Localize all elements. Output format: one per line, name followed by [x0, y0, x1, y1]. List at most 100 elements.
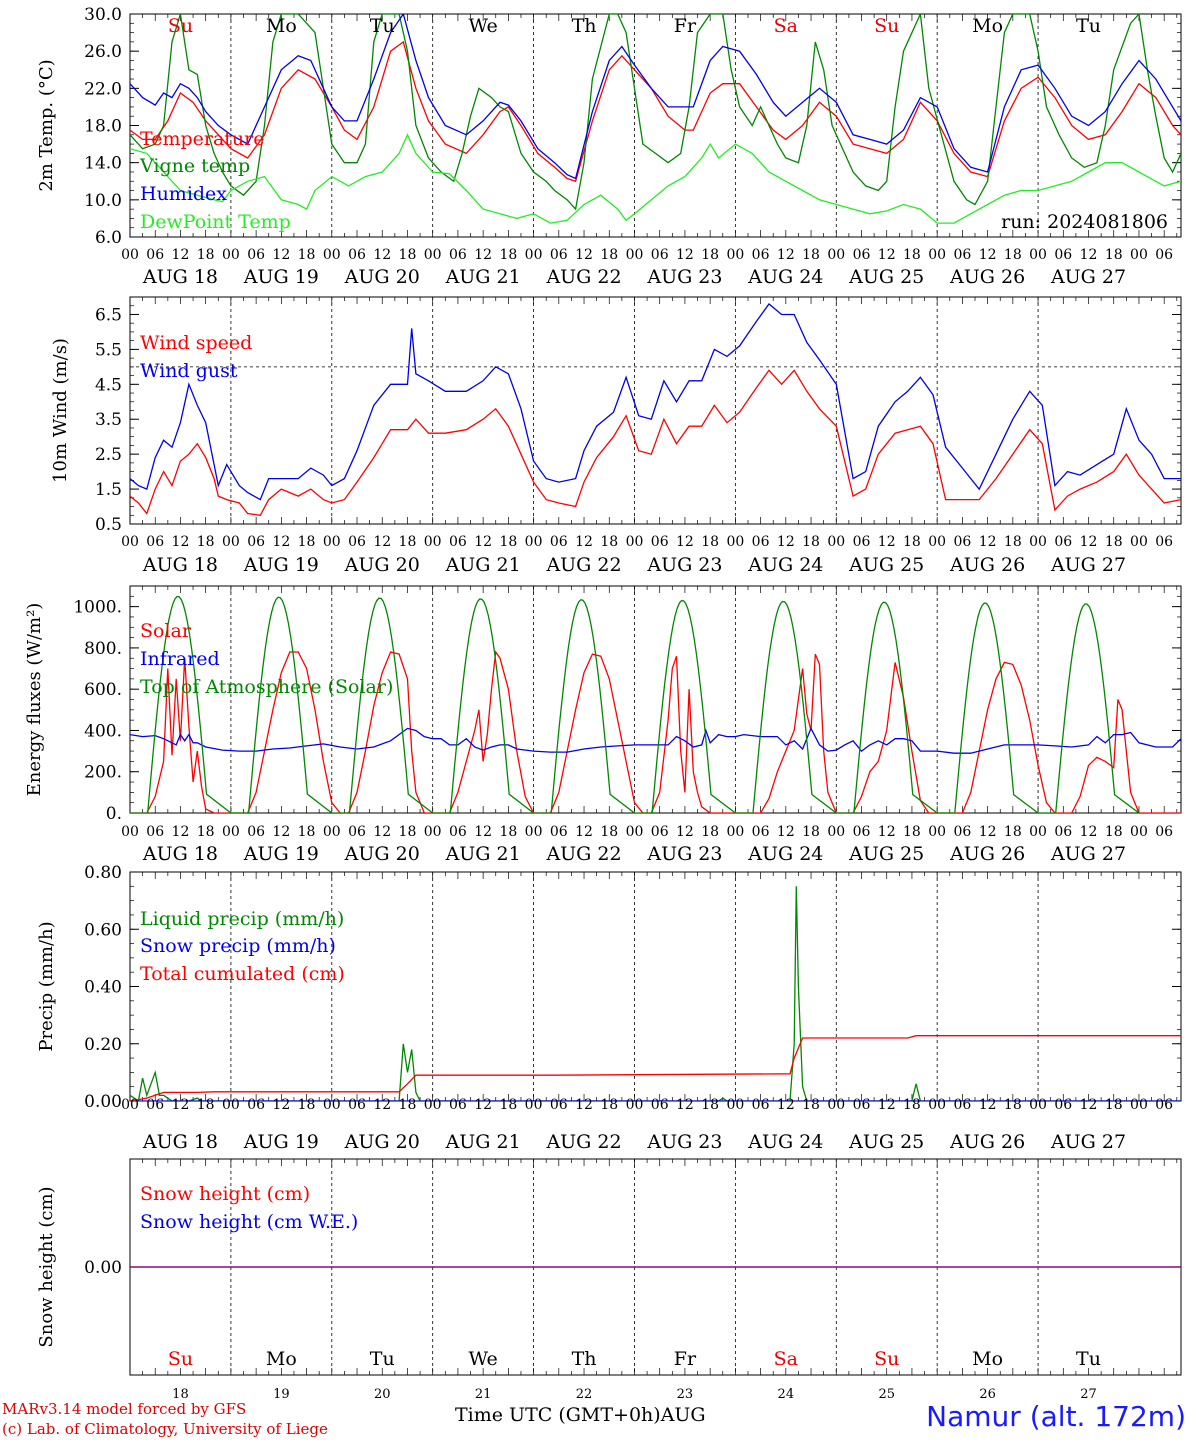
y-tick-label: 5.5	[95, 340, 122, 360]
y-tick-label: 4.5	[95, 375, 122, 395]
hour-label: 00	[222, 1097, 240, 1113]
hour-label: 12	[575, 824, 593, 840]
hour-label: 18	[600, 1097, 618, 1113]
date-label: AUG 22	[545, 266, 621, 288]
hour-label: 06	[1054, 1097, 1072, 1113]
day-number: 18	[172, 1387, 189, 1402]
series-line-humidex	[130, 14, 1181, 180]
weekday-label: Mo	[972, 1348, 1003, 1370]
hour-label: 12	[1080, 1097, 1098, 1113]
hour-label: 06	[146, 824, 164, 840]
y-axis-label: Snow height (cm)	[36, 1186, 57, 1347]
hour-label: 06	[853, 534, 871, 550]
date-label: AUG 25	[848, 843, 924, 865]
hour-label: 00	[827, 247, 845, 263]
hour-label: 06	[853, 824, 871, 840]
date-label: AUG 26	[949, 843, 1025, 865]
hour-label: 12	[676, 534, 694, 550]
date-label: AUG 27	[1050, 266, 1126, 288]
panel-3	[129, 585, 1182, 814]
month-label: AUG	[660, 1404, 706, 1426]
y-tick-label: 600.	[84, 680, 122, 700]
hour-label: 00	[323, 247, 341, 263]
hour-label: 18	[802, 824, 820, 840]
hour-label: 18	[903, 824, 921, 840]
hour-label: 12	[373, 247, 391, 263]
hour-label: 00	[323, 824, 341, 840]
hour-label: 06	[853, 247, 871, 263]
hour-label: 12	[373, 1097, 391, 1113]
hour-label: 18	[802, 247, 820, 263]
date-label: AUG 21	[445, 266, 521, 288]
hour-label: 06	[752, 824, 770, 840]
hour-label: 00	[1029, 247, 1047, 263]
hour-label: 06	[1054, 247, 1072, 263]
weekday-label: Tu	[1076, 1348, 1101, 1370]
hour-label: 06	[550, 824, 568, 840]
legend-entry: Snow height (cm W.E.)	[140, 1211, 358, 1233]
hour-label: 06	[449, 1097, 467, 1113]
weekday-label: Tu	[370, 15, 395, 37]
hour-label: 06	[449, 247, 467, 263]
hour-label: 18	[1105, 534, 1123, 550]
date-label: AUG 22	[545, 843, 621, 865]
hour-label: 06	[1054, 534, 1072, 550]
weekday-label: Fr	[674, 1348, 697, 1370]
y-tick-label: 14.0	[84, 154, 122, 174]
date-label: AUG 22	[545, 554, 621, 576]
weekday-label: Mo	[266, 1348, 297, 1370]
date-label: AUG 26	[949, 1131, 1025, 1153]
hour-label: 12	[1080, 534, 1098, 550]
date-label: AUG 23	[646, 554, 722, 576]
series-line-vigne-temp	[130, 14, 1181, 211]
y-tick-label: 1.5	[95, 480, 122, 500]
hour-label: 12	[676, 824, 694, 840]
hour-label: 12	[474, 1097, 492, 1113]
hour-label: 00	[1130, 247, 1148, 263]
hour-label: 18	[600, 534, 618, 550]
panel-frame	[129, 13, 1182, 238]
hour-label: 00	[121, 247, 139, 263]
legend-entry: Snow precip (mm/h)	[140, 935, 336, 957]
hour-label: 18	[499, 534, 517, 550]
hour-label: 12	[172, 824, 190, 840]
hour-label: 12	[979, 247, 997, 263]
hour-label: 18	[399, 247, 417, 263]
hour-label: 00	[827, 824, 845, 840]
hour-label: 12	[1080, 824, 1098, 840]
hour-label: 06	[1155, 534, 1173, 550]
legend-entry: Temperature	[140, 128, 264, 150]
hour-label: 00	[626, 534, 644, 550]
hour-label: 18	[298, 247, 316, 263]
date-label: AUG 19	[243, 266, 319, 288]
day-number: 24	[778, 1387, 795, 1402]
hour-label: 06	[146, 534, 164, 550]
hour-label: 12	[373, 824, 391, 840]
hour-label: 00	[424, 534, 442, 550]
hour-label: 00	[726, 1097, 744, 1113]
hour-label: 00	[626, 1097, 644, 1113]
hour-label: 00	[626, 247, 644, 263]
hour-label: 18	[499, 247, 517, 263]
hour-label: 06	[1155, 824, 1173, 840]
legend-entry: Top of Atmosphere (Solar)	[140, 676, 393, 698]
weekday-label: Mo	[972, 15, 1003, 37]
date-label: AUG 18	[142, 554, 218, 576]
hour-label: 00	[222, 824, 240, 840]
hour-label: 00	[1029, 1097, 1047, 1113]
date-label: AUG 21	[445, 554, 521, 576]
weekday-label: Th	[572, 1348, 597, 1370]
hour-label: 00	[222, 247, 240, 263]
hour-label: 00	[121, 1097, 139, 1113]
hour-label: 12	[474, 247, 492, 263]
hour-label: 06	[953, 534, 971, 550]
hour-label: 06	[146, 1097, 164, 1113]
hour-label: 00	[928, 824, 946, 840]
hour-label: 12	[474, 824, 492, 840]
hour-label: 06	[651, 534, 669, 550]
hour-label: 12	[878, 824, 896, 840]
series-line-total-cumulated-cm-	[130, 1035, 1181, 1101]
hour-label: 12	[373, 534, 391, 550]
hour-label: 18	[1004, 1097, 1022, 1113]
